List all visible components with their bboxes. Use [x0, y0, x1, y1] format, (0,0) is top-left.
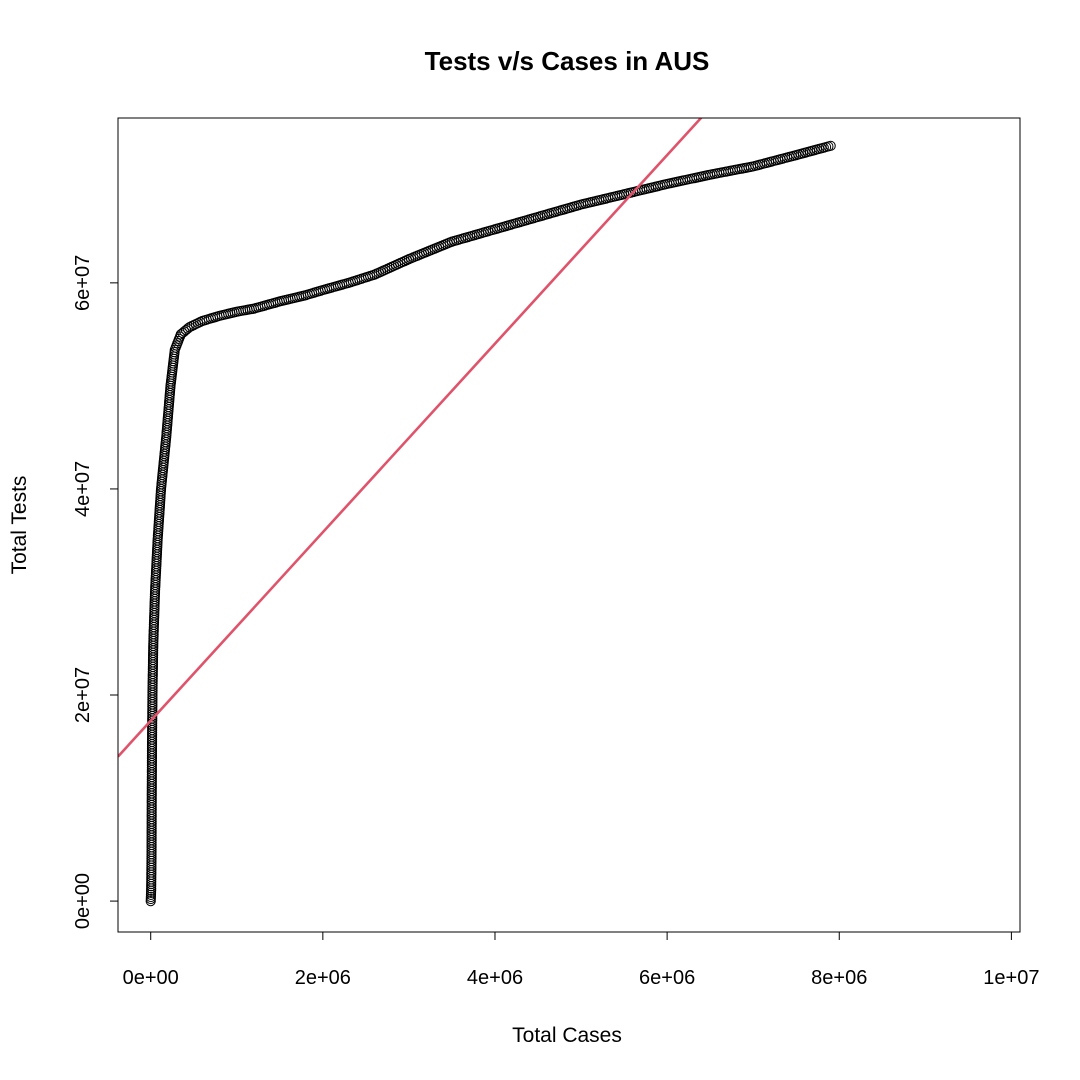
plot-frame — [117, 117, 1021, 933]
y-tick-label: 2e+07 — [72, 667, 94, 723]
y-tick-label: 6e+07 — [72, 255, 94, 311]
x-tick-label: 8e+06 — [811, 967, 867, 989]
x-axis-label: Total Cases — [512, 1024, 622, 1047]
fit-line-layer — [118, 118, 703, 758]
x-tick-label: 1e+07 — [983, 967, 1039, 989]
y-axis-label: Total Tests — [8, 476, 31, 575]
regression-line — [118, 118, 703, 758]
y-tick-label: 4e+07 — [72, 461, 94, 517]
x-tick-label: 0e+00 — [123, 967, 179, 989]
x-tick-label: 2e+06 — [295, 967, 351, 989]
data-point — [401, 255, 412, 266]
chart-title: Tests v/s Cases in AUS — [425, 46, 710, 76]
x-tick-label: 4e+06 — [467, 967, 523, 989]
data-point — [180, 324, 192, 336]
data-points — [145, 140, 836, 907]
data-point — [825, 140, 836, 151]
y-tick-label: 0e+00 — [72, 873, 94, 929]
x-axis: 0e+00 2e+06 4e+06 6e+06 8e+06 1e+07 — [123, 931, 1039, 989]
x-tick-label: 6e+06 — [639, 967, 695, 989]
y-axis: 0e+00 2e+07 4e+07 6e+07 — [72, 255, 119, 929]
